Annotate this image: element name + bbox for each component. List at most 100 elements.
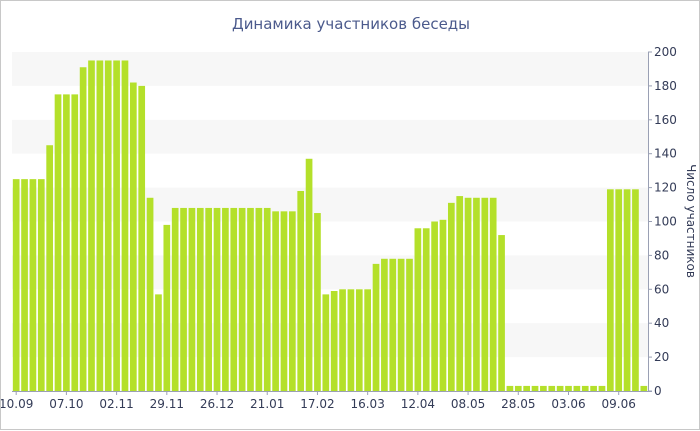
bar bbox=[565, 385, 572, 391]
bar bbox=[590, 385, 597, 391]
y-tick-label: 80 bbox=[654, 248, 669, 262]
bar bbox=[54, 94, 62, 392]
bar bbox=[305, 158, 313, 391]
y-tick-label: 160 bbox=[654, 113, 677, 127]
x-tick-label: 09.06 bbox=[602, 397, 636, 411]
bar bbox=[615, 189, 623, 391]
bar bbox=[96, 60, 104, 391]
bar bbox=[138, 85, 146, 392]
bar bbox=[238, 207, 246, 391]
bar bbox=[196, 207, 204, 391]
bar bbox=[581, 385, 589, 391]
y-tick-label: 200 bbox=[654, 45, 677, 59]
bar bbox=[431, 221, 438, 391]
bar bbox=[288, 211, 296, 391]
x-tick-label: 29.11 bbox=[150, 397, 184, 411]
y-tick-label: 60 bbox=[654, 282, 669, 296]
bar bbox=[188, 207, 196, 391]
bar bbox=[222, 207, 229, 391]
bar bbox=[12, 179, 20, 392]
bar bbox=[29, 179, 37, 392]
bar bbox=[113, 60, 120, 391]
x-tick-label: 02.11 bbox=[99, 397, 133, 411]
bar bbox=[414, 228, 422, 391]
y-tick-label: 40 bbox=[654, 316, 669, 330]
bar bbox=[63, 94, 70, 392]
bar bbox=[389, 258, 397, 391]
x-tick-label: 12.04 bbox=[401, 397, 435, 411]
bar bbox=[506, 385, 514, 391]
bar bbox=[280, 211, 288, 391]
bar bbox=[46, 145, 53, 391]
bar bbox=[514, 385, 522, 391]
y-tick-label: 140 bbox=[654, 147, 677, 161]
bar bbox=[540, 385, 547, 391]
x-tick-label: 17.02 bbox=[300, 397, 334, 411]
y-tick-label: 100 bbox=[654, 215, 677, 229]
x-tick-label: 16.03 bbox=[350, 397, 384, 411]
y-tick-label: 0 bbox=[654, 384, 662, 398]
y-tick-label: 180 bbox=[654, 79, 677, 93]
bar bbox=[381, 258, 388, 391]
bar bbox=[21, 179, 28, 392]
bar bbox=[397, 258, 405, 391]
bar bbox=[180, 207, 187, 391]
bar bbox=[598, 385, 606, 391]
bars bbox=[12, 60, 648, 392]
bar bbox=[330, 291, 338, 391]
bar bbox=[314, 213, 321, 391]
bar bbox=[155, 294, 162, 391]
bar bbox=[121, 60, 129, 391]
bar bbox=[606, 189, 614, 391]
bar bbox=[205, 207, 212, 391]
bar bbox=[247, 207, 254, 391]
bar bbox=[297, 190, 305, 391]
bar bbox=[79, 67, 87, 391]
bar bbox=[163, 224, 171, 391]
x-tick-label: 21.01 bbox=[250, 397, 284, 411]
chart-title: Динамика участников беседы bbox=[232, 15, 470, 33]
bar bbox=[88, 60, 95, 391]
bar bbox=[632, 189, 639, 391]
x-tick-label: 08.05 bbox=[451, 397, 485, 411]
y-axis-title: Число участников bbox=[684, 164, 698, 278]
bar bbox=[556, 385, 564, 391]
bar bbox=[146, 197, 154, 391]
bar bbox=[230, 207, 238, 391]
bar bbox=[531, 385, 539, 391]
bar bbox=[447, 202, 455, 391]
x-tick-label: 10.09 bbox=[1, 397, 33, 411]
bar bbox=[347, 289, 355, 391]
bar bbox=[255, 207, 263, 391]
bar bbox=[498, 235, 505, 391]
bar bbox=[439, 219, 447, 391]
bar bbox=[213, 207, 221, 391]
x-tick-label: 26.12 bbox=[200, 397, 234, 411]
x-tick-label: 07.10 bbox=[49, 397, 83, 411]
bar bbox=[406, 258, 413, 391]
bar bbox=[548, 385, 556, 391]
bar bbox=[489, 197, 497, 391]
bar bbox=[481, 197, 489, 391]
bar bbox=[272, 211, 279, 391]
bar bbox=[339, 289, 346, 391]
bar bbox=[104, 60, 112, 391]
bar bbox=[464, 197, 472, 391]
bar bbox=[355, 289, 363, 391]
bar bbox=[263, 207, 271, 391]
y-tick-labels: 0 20 40 60 80 100 120 140 160 180 200 bbox=[648, 45, 677, 398]
bar bbox=[623, 189, 631, 391]
y-tick-label: 120 bbox=[654, 181, 677, 195]
bar bbox=[364, 289, 371, 391]
bar bbox=[171, 207, 179, 391]
bar bbox=[473, 197, 480, 391]
bar bbox=[129, 82, 137, 391]
bar bbox=[523, 385, 530, 391]
x-tick-labels: 10.09 07.10 02.11 29.11 26.12 21.01 17.02 16.03… bbox=[1, 391, 636, 411]
bar bbox=[322, 294, 330, 391]
bar bbox=[37, 179, 45, 392]
y-tick-label: 20 bbox=[654, 350, 669, 364]
bar bbox=[640, 385, 648, 391]
